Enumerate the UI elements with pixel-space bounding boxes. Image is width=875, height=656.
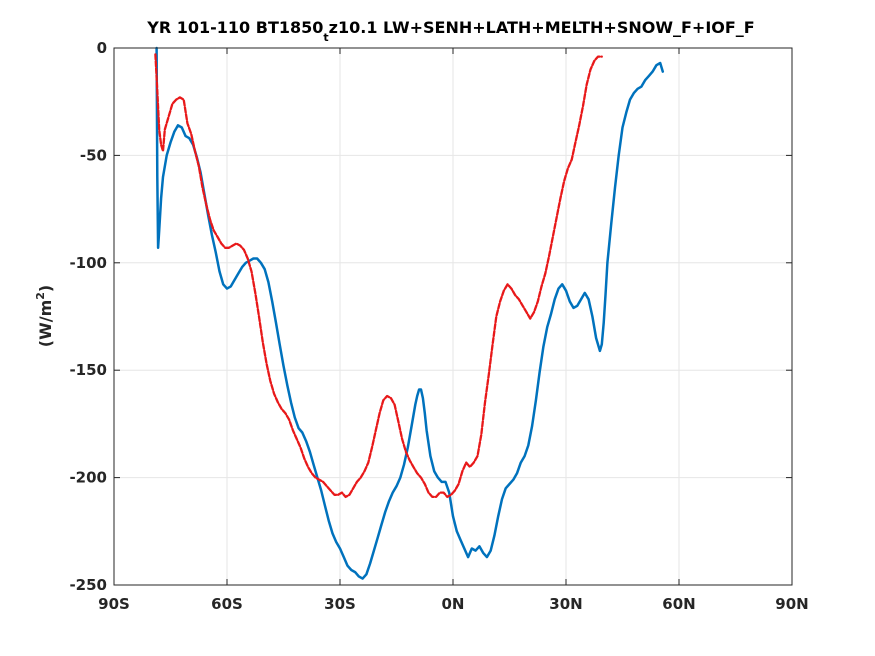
- x-tick-label: 30S: [324, 595, 356, 613]
- y-tick-label: -200: [69, 469, 107, 487]
- x-tick-label: 30N: [549, 595, 582, 613]
- x-axis-tick-labels: 90S 60S 30S 0N 30N 60N 90N: [98, 595, 809, 613]
- y-axis-label-base: (W/m: [36, 300, 55, 347]
- x-tick-label: 90S: [98, 595, 130, 613]
- x-tick-label: 60S: [211, 595, 243, 613]
- y-axis-label-close: ): [36, 285, 55, 292]
- y-axis-label: (W/m2): [34, 285, 55, 347]
- series-line-2: [154, 53, 603, 499]
- y-tick-label: -100: [69, 254, 107, 272]
- y-tick-label: 0: [97, 39, 107, 57]
- data-series: [154, 46, 665, 580]
- x-tick-label: 0N: [442, 595, 465, 613]
- chart-title-subscript: t: [323, 31, 328, 44]
- chart-title-rest: z10.1 LW+SENH+LATH+MELTH+SNOW_F+IOF_F: [329, 18, 755, 37]
- y-tick-label: -50: [80, 146, 107, 164]
- y-axis-tick-labels: 0 -50 -100 -150 -200 -250: [69, 39, 107, 594]
- axis-ticks: [113, 47, 793, 586]
- y-tick-label: -250: [69, 576, 107, 594]
- chart-title-main: YR 101-110 BT1850: [146, 18, 323, 37]
- x-tick-label: 60N: [662, 595, 695, 613]
- series-line-1: [155, 46, 665, 580]
- y-axis-label-superscript: 2: [34, 292, 47, 300]
- y-tick-label: -150: [69, 361, 107, 379]
- x-tick-label: 90N: [775, 595, 808, 613]
- chart-title: YR 101-110 BT1850tz10.1 LW+SENH+LATH+MEL…: [146, 18, 754, 44]
